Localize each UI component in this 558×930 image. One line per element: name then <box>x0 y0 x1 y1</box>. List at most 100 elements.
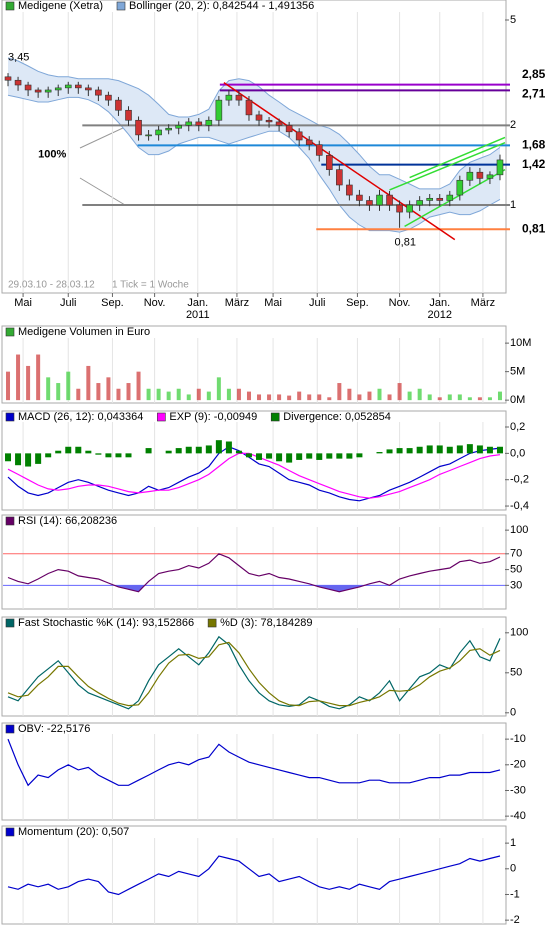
divergence-bar <box>396 448 403 454</box>
level-label: 1,42 <box>522 157 546 171</box>
candle-body <box>34 89 42 93</box>
candle-body <box>75 84 82 89</box>
panel-frame <box>1 0 507 294</box>
legend-swatch <box>5 1 15 11</box>
y-tick-label: 5M <box>510 366 525 378</box>
divergence-bar <box>416 446 423 454</box>
candle-body <box>436 197 444 201</box>
candle-body <box>396 204 403 213</box>
volume-bar <box>357 394 362 401</box>
divergence-bar <box>486 446 493 454</box>
divergence-bar <box>215 440 222 454</box>
volume-bar <box>46 377 51 401</box>
y-tick-label: 100 <box>510 524 528 536</box>
trend-line <box>404 168 506 228</box>
panel-frame <box>1 722 507 821</box>
y-tick-label: -1 <box>510 888 520 900</box>
legend-label: Medigene (Xetra) <box>18 0 103 12</box>
divergence-bar <box>95 453 102 455</box>
volume-bar <box>166 391 171 401</box>
volume-bar <box>307 394 312 401</box>
candle-body <box>486 174 494 179</box>
candle-body <box>175 125 182 129</box>
divergence-bar <box>346 453 353 459</box>
candle-body <box>215 99 223 121</box>
divergence-bar <box>5 453 12 462</box>
x-tick-label: Juli <box>309 297 326 309</box>
y-tick-label: 100 <box>510 627 528 639</box>
x-tick-label: März <box>471 297 495 309</box>
volume-bar <box>66 371 71 401</box>
candle-body <box>205 119 213 126</box>
level-label: 2,71 <box>522 87 546 101</box>
y-tick-label: 50 <box>510 667 522 679</box>
candle-body <box>265 119 273 123</box>
divergence-bar <box>75 446 82 454</box>
candle-body <box>295 131 303 141</box>
y-tick-label: 1 <box>510 837 516 849</box>
candle-body <box>44 89 52 93</box>
volume-bar <box>96 383 101 401</box>
level-label: 2,85 <box>522 67 546 81</box>
divergence-bar <box>266 453 273 459</box>
divergence-bar <box>115 453 122 458</box>
candle-body <box>336 169 343 186</box>
volume-bar <box>497 391 502 401</box>
volume-bar <box>407 391 412 401</box>
legend-label: Momentum (20): 0,507 <box>18 826 129 838</box>
volume-bar <box>287 395 292 401</box>
candle-body <box>255 114 263 121</box>
volume-bar <box>487 397 492 401</box>
y-tick-label: -0,4 <box>510 500 529 512</box>
divergence-bar <box>165 450 172 454</box>
candle-body <box>235 94 243 101</box>
divergence-bar <box>245 453 252 458</box>
volume-bar <box>6 371 11 401</box>
candle-body <box>64 84 72 89</box>
divergence-bar <box>326 453 333 459</box>
x-tick-label: Nov. <box>144 297 166 309</box>
candle-body <box>456 179 464 196</box>
volume-bar <box>76 388 81 401</box>
divergence-bar <box>446 446 453 454</box>
legend-label: Bollinger (20, 2): 0,842544 - 1,491356 <box>129 0 314 12</box>
candle-body <box>356 194 363 201</box>
divergence-bar <box>466 444 473 454</box>
candle-body <box>135 119 142 136</box>
divergence-bar <box>185 446 192 454</box>
annotation: 100% <box>38 149 66 161</box>
legend-label: RSI (14): 66,208236 <box>18 515 117 527</box>
volume-bar <box>36 354 41 401</box>
volume-bar <box>467 397 472 401</box>
divergence-bar <box>286 453 293 463</box>
volume-bar <box>337 383 342 401</box>
divergence-bar <box>105 453 112 458</box>
candle-body <box>366 200 373 206</box>
footnote: 29.03.10 - 28.03.12 <box>8 280 95 291</box>
panel-frame <box>1 616 507 717</box>
candle-body <box>305 139 313 145</box>
volume-bar <box>86 365 91 401</box>
series-line <box>7 446 501 502</box>
legend-swatch <box>207 618 217 628</box>
candle-body <box>95 89 102 96</box>
divergence-bar <box>225 441 232 454</box>
percent-guide <box>79 177 126 206</box>
candle-body <box>54 87 62 91</box>
y-tick-label: 30 <box>510 579 522 591</box>
legend-swatch <box>5 827 15 837</box>
candle-body <box>225 94 233 101</box>
legend-swatch <box>5 618 15 628</box>
candle-body <box>416 200 423 206</box>
y-tick-label: 0 <box>510 863 516 875</box>
volume-bar <box>186 394 191 401</box>
volume-bar <box>427 394 432 401</box>
candle-body <box>376 194 383 206</box>
volume-bar <box>226 388 231 401</box>
candle-body <box>14 79 22 86</box>
volume-bar <box>327 397 332 401</box>
x-tick-label: Jan. <box>429 297 450 309</box>
candle-body <box>325 155 333 170</box>
divergence-bar <box>85 450 92 454</box>
volume-bar <box>246 391 251 401</box>
